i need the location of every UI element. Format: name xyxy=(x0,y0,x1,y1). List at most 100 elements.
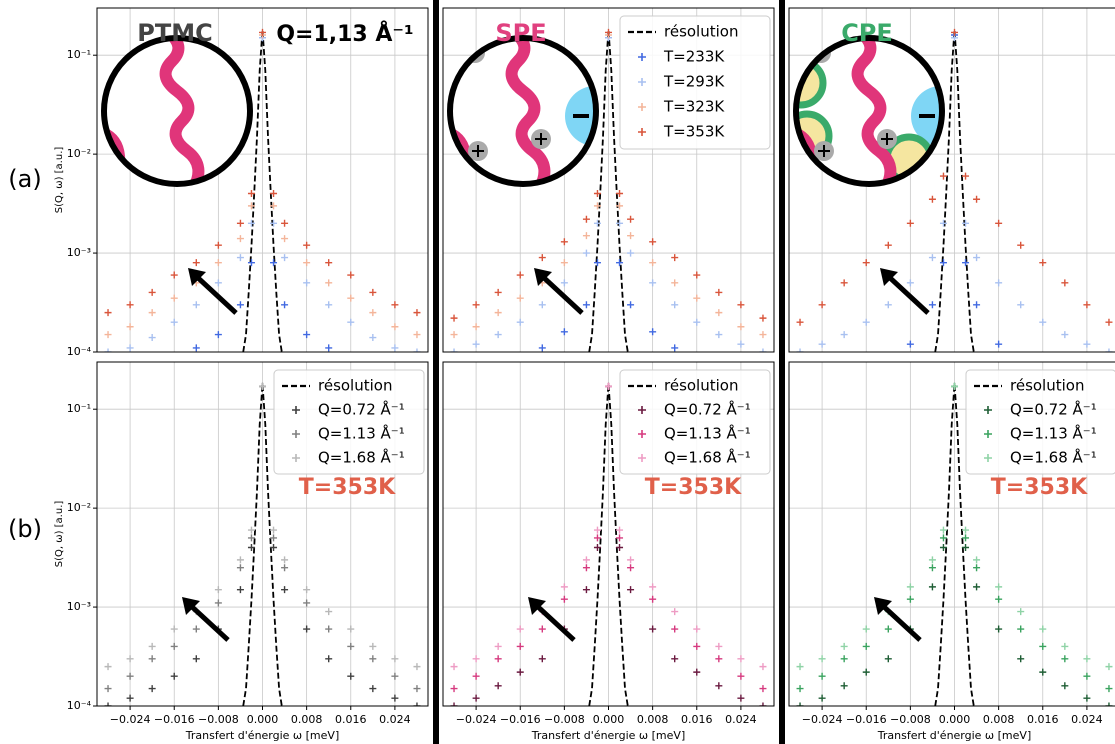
data-point xyxy=(928,564,936,572)
data-point xyxy=(928,301,936,309)
panel: CPE xyxy=(788,7,1115,353)
data-point xyxy=(281,219,289,227)
data-point xyxy=(995,625,1003,633)
plot-area xyxy=(450,28,767,352)
data-point xyxy=(593,202,601,210)
legend-box xyxy=(965,369,1115,475)
data-point xyxy=(627,215,635,223)
data-point xyxy=(214,331,222,339)
resolution-line xyxy=(588,383,629,706)
data-point xyxy=(347,642,355,650)
data-point xyxy=(538,625,546,633)
legend-label: Q=1.68 Å⁻¹ xyxy=(1010,448,1097,467)
data-point xyxy=(450,314,458,322)
data-point xyxy=(973,564,981,572)
data-point xyxy=(737,672,745,680)
x-tick-label: 0.016 xyxy=(681,713,713,726)
arrow-head xyxy=(880,268,898,286)
data-point xyxy=(413,309,421,317)
data-point xyxy=(472,301,480,309)
data-point xyxy=(391,655,399,663)
x-axis-label: Transfert d'énergie ω [meV] xyxy=(877,729,1031,742)
data-point xyxy=(325,608,333,616)
data-point xyxy=(170,271,178,279)
data-point xyxy=(616,544,624,552)
legend-swatch xyxy=(638,78,646,86)
x-tick-label: 0.008 xyxy=(983,713,1015,726)
data-point xyxy=(1061,331,1069,339)
data-point xyxy=(951,28,958,36)
data-point xyxy=(236,235,244,243)
data-point xyxy=(516,668,524,676)
data-point xyxy=(170,672,178,680)
data-point xyxy=(840,279,848,287)
data-point xyxy=(928,583,936,591)
data-point xyxy=(236,219,244,227)
data-point xyxy=(962,544,970,552)
x-tick-label: −0.008 xyxy=(544,713,585,726)
panel-label: SPE xyxy=(495,19,546,47)
arrow-head xyxy=(182,597,200,615)
data-point xyxy=(148,655,156,663)
panel: −0.024 −0.016 −0.008 0.000 0.008 0.016 0.024 T=… xyxy=(788,361,1115,742)
data-point xyxy=(962,534,970,542)
data-point xyxy=(627,249,635,257)
data-point xyxy=(1105,663,1113,671)
legend-swatch xyxy=(292,454,300,462)
arrow-shaft xyxy=(194,274,238,315)
data-point xyxy=(148,642,156,650)
data-point xyxy=(939,526,947,534)
data-point xyxy=(325,301,333,309)
data-point xyxy=(413,685,421,693)
data-point xyxy=(737,694,745,702)
data-point xyxy=(796,702,804,706)
data-point xyxy=(560,279,568,287)
data-point xyxy=(1083,672,1091,680)
data-point xyxy=(671,279,679,287)
data-point xyxy=(862,318,870,326)
polymer-chain xyxy=(851,38,897,184)
data-point xyxy=(391,301,399,309)
data-point xyxy=(214,259,222,267)
data-point xyxy=(884,625,892,633)
data-point xyxy=(1083,301,1091,309)
data-point xyxy=(582,556,590,564)
data-point xyxy=(593,259,601,267)
data-point xyxy=(737,323,745,331)
data-point xyxy=(649,259,657,267)
data-point xyxy=(494,655,502,663)
data-point xyxy=(737,340,745,348)
plot-frame xyxy=(96,7,429,353)
legend-swatch xyxy=(638,454,646,462)
data-point xyxy=(715,655,723,663)
data-point xyxy=(951,382,958,390)
data-point xyxy=(818,672,826,680)
data-point xyxy=(247,202,255,210)
data-point xyxy=(303,625,311,633)
x-tick-label: 0.008 xyxy=(637,713,669,726)
data-point xyxy=(928,195,936,203)
data-point xyxy=(582,232,590,240)
legend-swatch xyxy=(292,406,300,414)
arrow-head xyxy=(874,597,892,615)
data-point xyxy=(906,595,914,603)
cartoon-border xyxy=(793,35,945,187)
data-point xyxy=(906,219,914,227)
data-point xyxy=(270,190,278,198)
x-tick-label: −0.024 xyxy=(802,713,843,726)
x-tick-label: 0.016 xyxy=(335,713,367,726)
data-point xyxy=(1017,301,1025,309)
data-point xyxy=(148,288,156,296)
arrow-head xyxy=(528,597,546,615)
cartoon-border xyxy=(447,35,599,187)
plot-area xyxy=(104,28,421,352)
data-point xyxy=(906,583,914,591)
data-point xyxy=(325,655,333,663)
legend-label: Q=1.68 Å⁻¹ xyxy=(664,448,751,467)
data-point xyxy=(1039,318,1047,326)
data-point xyxy=(236,556,244,564)
y-tick-label: 10⁻¹ xyxy=(67,48,91,61)
arrow-head xyxy=(534,268,552,286)
legend-label: résolution xyxy=(664,23,738,41)
legend-label: Q=0.72 Å⁻¹ xyxy=(664,400,751,419)
